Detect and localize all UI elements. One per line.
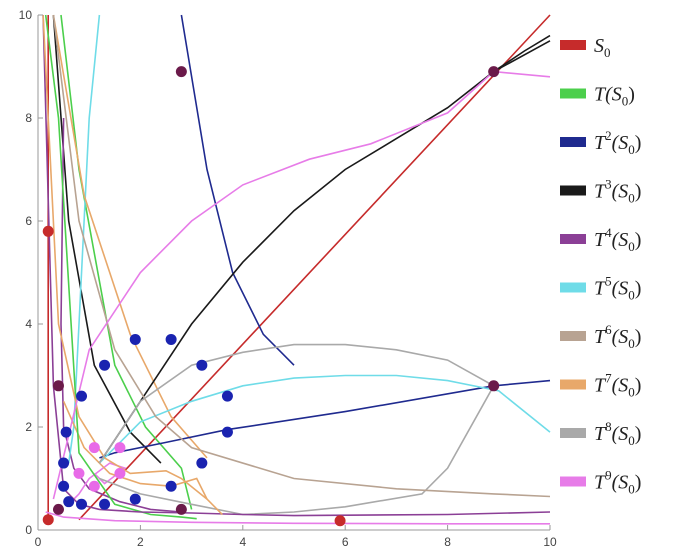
x-tick-label-0: 0 <box>35 535 42 549</box>
curve-extra-8 <box>62 400 208 500</box>
y-tick-label-2: 4 <box>25 317 32 331</box>
curve-extra-10 <box>45 511 550 525</box>
y-tick-label-5: 10 <box>19 8 33 22</box>
x-tick-label-4: 8 <box>444 535 451 549</box>
data-point-25 <box>88 442 100 454</box>
data-point-12 <box>196 359 208 371</box>
data-point-21 <box>63 496 75 508</box>
data-point-22 <box>129 493 141 505</box>
curve-extra-5 <box>67 14 101 464</box>
series-line-1 <box>44 14 197 520</box>
legend-swatch-4 <box>560 234 586 244</box>
series-line-9 <box>52 70 551 500</box>
data-point-10 <box>165 333 177 345</box>
curve-extra-0 <box>78 14 551 521</box>
data-point-19 <box>58 480 70 492</box>
legend-swatch-7 <box>560 379 586 390</box>
legend-label-4: T4(S0) <box>594 225 641 254</box>
data-point-3 <box>175 66 187 78</box>
data-point-14 <box>221 390 233 402</box>
y-tick-label-4: 8 <box>25 111 32 125</box>
series-line-8 <box>98 343 495 464</box>
legend-swatch-1 <box>560 88 586 99</box>
legend: S0 T(S0) T2(S0) T3(S0) T4(S0) T5(S0) T6(S0) T7(… <box>560 35 641 497</box>
data-point-24 <box>99 498 111 510</box>
legend-label-2: T2(S0) <box>594 128 641 157</box>
x-tick-label-3: 6 <box>342 535 349 549</box>
y-tick-label-0: 0 <box>25 523 32 537</box>
x-tick-label-1: 2 <box>137 535 144 549</box>
series-line-3 <box>98 40 551 464</box>
curve-extra-12 <box>52 14 208 459</box>
series-line-6 <box>52 14 551 498</box>
legend-label-8: T8(S0) <box>594 419 641 448</box>
legend-label-1: T(S0) <box>594 84 635 109</box>
data-point-1 <box>42 514 54 526</box>
x-ticks: 0 2 4 6 8 10 <box>35 525 557 549</box>
y-tick-label-1: 2 <box>25 420 32 434</box>
legend-label-3: T3(S0) <box>594 177 641 206</box>
data-point-4 <box>488 66 500 78</box>
legend-swatch-8 <box>560 428 586 438</box>
y-tick-label-3: 6 <box>25 214 32 228</box>
data-point-9 <box>129 333 141 345</box>
curve-extra-9 <box>99 385 495 516</box>
curve-extra-7 <box>68 462 127 505</box>
data-point-18 <box>196 457 208 469</box>
data-point-13 <box>76 390 88 402</box>
data-point-27 <box>73 467 85 479</box>
legend-label-5: T5(S0) <box>594 274 641 303</box>
legend-swatch-9 <box>560 476 586 487</box>
x-tick-label-5: 10 <box>543 535 557 549</box>
data-point-0 <box>42 225 54 237</box>
legend-swatch-5 <box>560 282 586 293</box>
data-point-29 <box>88 480 100 492</box>
series-line-5 <box>98 374 551 464</box>
series-line-7 <box>42 14 223 516</box>
data-point-7 <box>52 503 64 515</box>
data-point-20 <box>165 480 177 492</box>
curve-extra-6 <box>180 14 295 366</box>
legend-swatch-3 <box>560 185 586 196</box>
data-point-8 <box>175 503 187 515</box>
legend-swatch-2 <box>560 137 586 147</box>
legend-label-6: T6(S0) <box>594 322 641 351</box>
curve-extra-4 <box>60 117 182 513</box>
curve-extra-11 <box>493 34 551 73</box>
points <box>42 66 500 527</box>
legend-label-7: T7(S0) <box>594 371 641 400</box>
data-point-16 <box>221 426 233 438</box>
data-point-2 <box>334 515 346 527</box>
data-point-26 <box>114 442 126 454</box>
x-tick-label-2: 4 <box>239 535 246 549</box>
data-point-23 <box>76 498 88 510</box>
data-point-28 <box>114 467 126 479</box>
legend-swatch-0 <box>560 40 586 50</box>
legend-swatch-6 <box>560 331 586 341</box>
series-line-4 <box>42 14 551 517</box>
curves <box>42 14 551 525</box>
y-ticks: 0 2 4 6 8 10 <box>19 8 43 537</box>
data-point-17 <box>58 457 70 469</box>
legend-label-9: T9(S0) <box>594 468 641 497</box>
data-point-6 <box>52 380 64 392</box>
data-point-15 <box>60 426 72 438</box>
legend-label-0: S0 <box>594 35 611 60</box>
data-point-5 <box>488 380 500 392</box>
data-point-11 <box>99 359 111 371</box>
plot-area: 0 2 4 6 8 10 0 2 4 6 8 10 <box>19 8 557 549</box>
